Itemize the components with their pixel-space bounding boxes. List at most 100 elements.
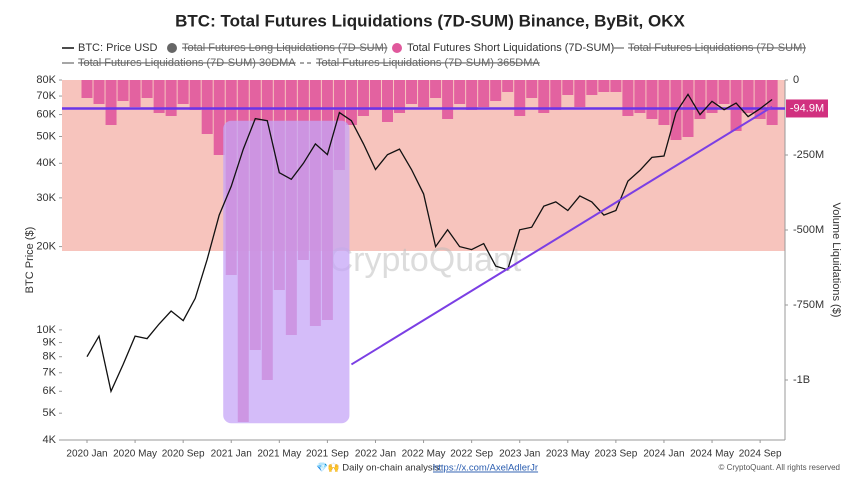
x-tick-label: 2024 Sep — [739, 449, 782, 460]
y2-tick-label: -500M — [793, 224, 824, 236]
short-liquidation-bar — [213, 80, 225, 155]
short-liquidation-bar — [718, 80, 730, 104]
y-tick-label: 70K — [36, 90, 56, 102]
short-liquidation-bar — [406, 80, 418, 104]
y2-tick-label: -1B — [793, 374, 810, 386]
short-liquidation-bar — [81, 80, 93, 98]
y-tick-label: 40K — [36, 157, 56, 169]
short-liquidation-bar — [478, 80, 490, 107]
legend-marker — [392, 43, 402, 53]
highlight-box — [223, 120, 350, 424]
short-liquidation-bar — [598, 80, 610, 92]
short-liquidation-bar — [345, 80, 357, 125]
legend-label[interactable]: Total Futures Liquidations (7D-SUM) 30DM… — [78, 57, 296, 69]
y-tick-label: 9K — [43, 336, 57, 348]
y-axis-label: BTC Price ($) — [24, 227, 36, 294]
x-tick-label: 2021 Sep — [306, 449, 349, 460]
legend-label[interactable]: Total Futures Liquidations (7D-SUM) — [628, 42, 806, 54]
short-liquidation-bar — [610, 80, 622, 92]
x-tick-label: 2023 May — [546, 449, 590, 460]
short-liquidation-bar — [694, 80, 706, 119]
short-liquidation-bar — [646, 80, 658, 119]
short-liquidation-bar — [634, 80, 646, 113]
short-liquidation-bar — [526, 80, 538, 98]
price-line — [86, 93, 773, 394]
short-liquidation-bar — [766, 80, 778, 125]
short-liquidation-bar — [201, 80, 213, 134]
short-liquidation-bar — [586, 80, 598, 95]
legend-label[interactable]: Total Futures Long Liquidations (7D-SUM) — [182, 42, 387, 54]
legend-label[interactable]: BTC: Price USD — [78, 42, 158, 54]
trend-line — [350, 105, 773, 366]
short-liquidation-bar — [574, 80, 586, 107]
short-liquidation-bar — [502, 80, 514, 92]
short-liquidation-bar — [382, 80, 393, 122]
x-tick-label: 2023 Jan — [499, 449, 540, 460]
y2-tick-label: 0 — [793, 74, 799, 86]
footer-text: 💎🙌 Daily on-chain analysis: — [316, 462, 442, 474]
short-liquidation-bar — [357, 80, 369, 116]
y-tick-label: 8K — [43, 351, 57, 363]
copyright: © CryptoQuant. All rights reserved — [719, 463, 841, 472]
short-liquidation-bar — [394, 80, 406, 113]
watermark: CryptoQuant — [329, 241, 522, 279]
y-tick-label: 60K — [36, 108, 56, 120]
short-liquidation-bar — [742, 80, 754, 113]
x-tick-label: 2024 May — [690, 449, 734, 460]
x-tick-label: 2022 May — [402, 449, 446, 460]
short-liquidation-bar — [442, 80, 454, 119]
reference-label-box — [786, 99, 828, 118]
short-liquidation-bar — [706, 80, 718, 113]
y2-axis-label: Volume Liquidations ($) — [830, 203, 842, 318]
reference-label: -94.9M — [790, 102, 824, 114]
y-tick-label: 7K — [43, 367, 57, 379]
short-liquidation-bar — [670, 80, 682, 140]
short-liquidation-bar — [562, 80, 574, 95]
x-tick-label: 2021 Jan — [211, 449, 252, 460]
y2-tick-label: -250M — [793, 149, 824, 161]
short-liquidation-bar — [538, 80, 550, 113]
short-liquidation-bar — [730, 80, 742, 131]
legend-label[interactable]: Total Futures Short Liquidations (7D-SUM… — [407, 42, 614, 54]
y-tick-label: 4K — [43, 434, 57, 446]
x-tick-label: 2020 May — [113, 449, 157, 460]
short-liquidation-bar — [189, 80, 201, 110]
y2-tick-label: -750M — [793, 299, 824, 311]
y-tick-label: 6K — [43, 385, 57, 397]
short-liquidation-bar — [165, 80, 177, 116]
footer-link[interactable]: https://x.com/AxelAdlerJr — [433, 463, 538, 474]
short-liquidation-bar — [117, 80, 129, 101]
short-liquidation-bar — [466, 80, 478, 110]
short-liquidation-bar — [454, 80, 466, 104]
y-tick-label: 20K — [36, 240, 56, 252]
short-liquidation-bar — [550, 80, 562, 110]
x-tick-label: 2023 Sep — [594, 449, 637, 460]
short-liquidation-bar — [105, 80, 117, 125]
short-liquidation-bar — [93, 80, 105, 104]
short-liquidation-bar — [418, 80, 430, 107]
y-tick-label: 80K — [36, 74, 56, 86]
x-tick-label: 2021 May — [257, 449, 301, 460]
y-tick-label: 50K — [36, 130, 56, 142]
x-tick-label: 2022 Sep — [450, 449, 493, 460]
y-tick-label: 10K — [36, 324, 56, 336]
short-liquidation-bar — [514, 80, 526, 116]
short-liquidation-bar — [129, 80, 141, 107]
legend-marker — [167, 43, 177, 53]
short-liquidation-bar — [490, 80, 502, 101]
x-tick-label: 2020 Jan — [66, 449, 107, 460]
short-liquidation-bar — [754, 80, 766, 119]
chart-title: BTC: Total Futures Liquidations (7D-SUM)… — [175, 11, 685, 30]
short-liquidation-bar — [141, 80, 153, 98]
x-tick-label: 2020 Sep — [162, 449, 205, 460]
short-liquidation-bar — [430, 80, 442, 98]
short-liquidation-bar — [369, 80, 381, 110]
short-liquidation-bar — [622, 80, 634, 116]
y-tick-label: 5K — [43, 407, 57, 419]
x-tick-label: 2024 Jan — [643, 449, 684, 460]
legend-label[interactable]: Total Futures Liquidations (7D-SUM) 365D… — [316, 57, 540, 69]
y-tick-label: 30K — [36, 192, 56, 204]
short-liquidation-bar — [177, 80, 189, 104]
short-liquidation-bar — [658, 80, 670, 125]
